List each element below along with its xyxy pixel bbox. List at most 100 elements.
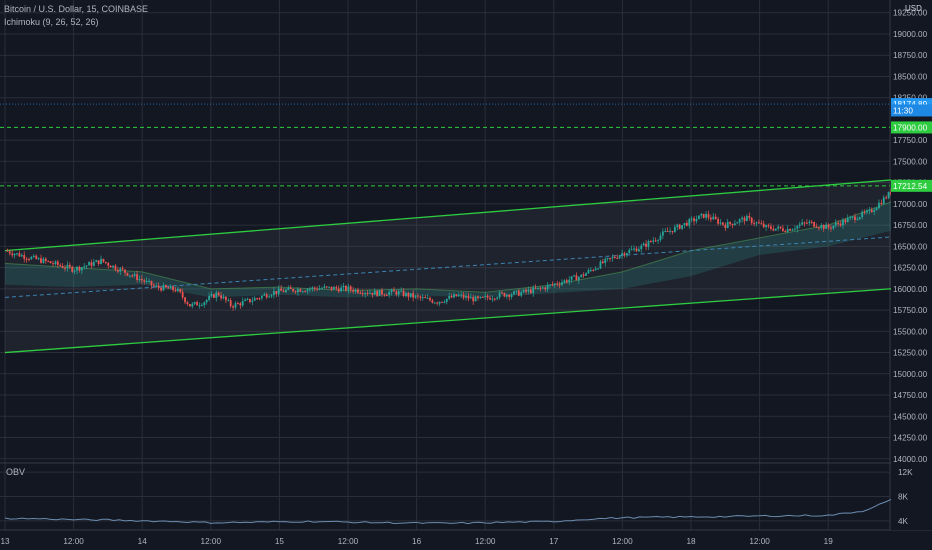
candle-body [277, 288, 280, 294]
price-label-box [891, 104, 932, 117]
obv-tick-label: 4K [898, 517, 909, 526]
price-tick-label: 16000.00 [893, 285, 928, 294]
candle-body [429, 297, 431, 301]
candle-body [779, 226, 782, 229]
candle-body [702, 213, 705, 218]
candle-body [630, 249, 633, 251]
candle-body [20, 255, 23, 257]
candle-body [227, 300, 230, 302]
candle-body [685, 222, 688, 226]
time-tick-label: 12:00 [63, 537, 84, 546]
candle-body [376, 290, 379, 296]
price-label-level: 17212.54 [893, 182, 928, 191]
candle-body [474, 296, 477, 302]
candle-body [522, 289, 525, 293]
candle-body [796, 225, 799, 229]
time-tick-label: 12:00 [749, 537, 770, 546]
candle-body [537, 287, 539, 289]
candle-body [258, 298, 261, 300]
candle-body [527, 289, 530, 292]
channel-mid-line [4, 233, 932, 298]
price-axis[interactable]: 19250.0019000.0018750.0018500.0018250.00… [891, 0, 932, 530]
candle-body [261, 295, 263, 299]
candle-body [323, 286, 326, 289]
candle-body [402, 290, 405, 297]
candle-body [366, 292, 369, 294]
candle-body [460, 294, 463, 296]
price-tick-label: 16750.00 [893, 221, 928, 230]
candle-body [121, 268, 124, 270]
candle-body [176, 288, 179, 292]
currency-label: USD [905, 4, 922, 13]
candle-body [529, 289, 532, 294]
candle-body [275, 291, 278, 294]
candle-body [412, 293, 415, 298]
candle-body [424, 297, 427, 299]
candle-body [273, 291, 275, 296]
candle-body [741, 217, 744, 220]
price-tick-label: 15500.00 [893, 327, 928, 336]
candle-body [13, 253, 16, 256]
price-tick-label: 15000.00 [893, 370, 928, 379]
candle-body [640, 245, 643, 250]
candle-body [357, 289, 359, 293]
candle-body [455, 294, 458, 297]
candle-body [354, 289, 357, 292]
candle-body [553, 283, 556, 285]
candle-body [249, 298, 251, 303]
time-tick-label: 15 [275, 537, 285, 546]
candle-body [649, 241, 652, 243]
candle-body [606, 257, 609, 259]
obv-axis: 12K 8K 4K [891, 464, 932, 530]
candle-body [868, 209, 871, 211]
horizontal-levels [0, 103, 890, 187]
candle-body [371, 292, 374, 295]
candle-body [652, 240, 655, 242]
candle-body [95, 260, 98, 263]
candle-body [270, 295, 273, 297]
candle-body [78, 266, 81, 271]
candle-body [748, 215, 751, 218]
candle-body [481, 296, 484, 298]
candle-body [37, 258, 40, 260]
candle-body [119, 268, 122, 272]
candle-body [517, 290, 520, 296]
time-tick-label: 16 [412, 537, 422, 546]
candle-body [335, 287, 338, 289]
candle-body [172, 286, 174, 290]
candle-body [534, 287, 537, 289]
candle-body [325, 286, 328, 288]
candle-body [200, 305, 203, 307]
candle-body [772, 228, 775, 231]
candle-body [635, 248, 638, 252]
time-tick-label: 14 [138, 537, 148, 546]
candle-body [419, 296, 422, 298]
candle-body [714, 216, 717, 219]
candle-body [297, 289, 299, 293]
candle-body [349, 286, 352, 290]
candle-body [760, 223, 763, 225]
candle-body [301, 291, 304, 293]
candle-body [858, 217, 861, 220]
candle-body [138, 278, 141, 281]
candle-body [337, 288, 340, 292]
candle-body [770, 226, 772, 229]
candle-body [697, 215, 700, 220]
candle-body [621, 253, 623, 256]
time-axis[interactable]: 13 12:00 14 12:00 15 12:00 16 12:00 17 12:00 18 12:… [0, 537, 833, 546]
channel-fill [5, 176, 932, 353]
candle-body [246, 298, 249, 300]
candle-body [616, 257, 619, 259]
candle-body [333, 287, 335, 290]
candle-body [287, 287, 290, 290]
candle-body [328, 286, 331, 288]
candle-body [604, 258, 607, 263]
candle-body [457, 295, 460, 297]
candle-body [661, 231, 664, 236]
time-tick-label: 18 [686, 537, 696, 546]
candle-body [268, 296, 271, 298]
candle-body [47, 260, 50, 262]
candle-body [885, 197, 888, 199]
candle-body [174, 289, 177, 292]
